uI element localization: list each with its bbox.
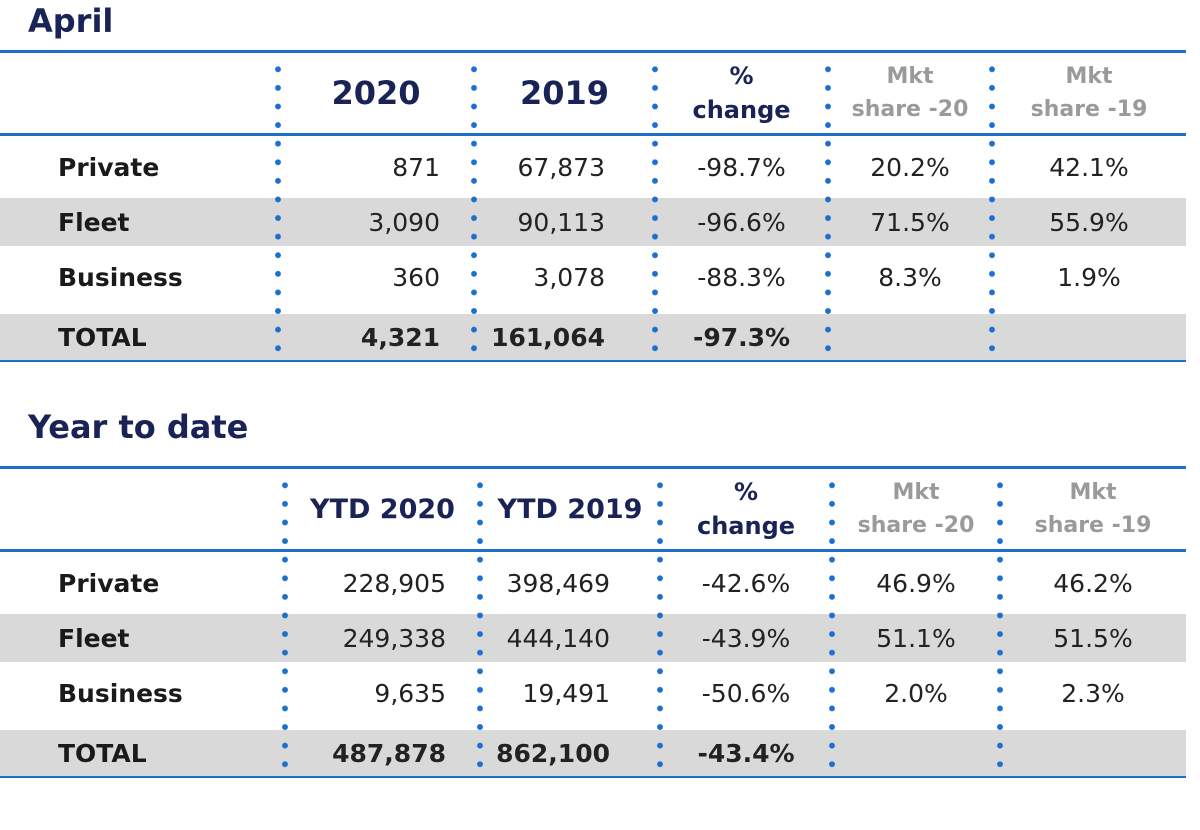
table-row: TOTAL 487,878 862,100 -43.4% — [0, 730, 1186, 776]
col-header-share-19: Mkt share -19 — [992, 60, 1186, 126]
value-change: -43.9% — [701, 623, 791, 653]
value-change: -43.4% — [697, 738, 795, 768]
value-change: -50.6% — [701, 678, 791, 708]
value-previous: 862,100 — [496, 738, 610, 768]
value-change: -97.3% — [692, 322, 791, 352]
header-row: YTD 2020 YTD 2019 % change Mkt share -20 M… — [0, 469, 1186, 549]
header-line: % — [733, 478, 759, 506]
april-table: 2020 2019 % change Mkt share -20 Mkt share … — [0, 50, 1186, 362]
header-line: share -20 — [851, 97, 969, 122]
value-previous: 398,469 — [506, 568, 610, 598]
table-row: Private 228,905 398,469 -42.6% 46.9% 46.… — [0, 552, 1186, 614]
value-share-19: 1.9% — [1057, 262, 1121, 292]
col-header-share-20: Mkt share -20 — [832, 476, 1000, 542]
column-divider — [651, 60, 659, 356]
row-label: Private — [58, 568, 160, 598]
row-label: Business — [58, 262, 183, 292]
column-divider — [988, 60, 996, 356]
value-share-20: 20.2% — [870, 152, 950, 182]
value-current: 228,905 — [342, 568, 446, 598]
column-divider — [824, 60, 832, 356]
col-header-share-19: Mkt share -19 — [1000, 476, 1186, 542]
row-label: Business — [58, 678, 183, 708]
value-previous: 3,078 — [533, 262, 605, 292]
column-divider — [281, 476, 289, 772]
table-row: Private 871 67,873 -98.7% 20.2% 42.1% — [0, 136, 1186, 198]
row-label: TOTAL — [58, 322, 147, 352]
col-header-current: YTD 2020 — [310, 493, 455, 525]
value-current: 871 — [392, 152, 440, 182]
column-divider — [996, 476, 1004, 772]
value-share-19: 2.3% — [1061, 678, 1125, 708]
header-line: % — [729, 62, 754, 90]
row-label: Private — [58, 152, 160, 182]
table-row: Fleet 3,090 90,113 -96.6% 71.5% 55.9% — [0, 198, 1186, 246]
header-line: share -19 — [1034, 513, 1152, 538]
column-divider — [470, 60, 478, 356]
value-change: -42.6% — [701, 568, 791, 598]
header-line: share -19 — [1030, 97, 1148, 122]
table-row: Fleet 249,338 444,140 -43.9% 51.1% 51.5% — [0, 614, 1186, 662]
value-share-19: 46.2% — [1053, 568, 1133, 598]
column-divider — [656, 476, 664, 772]
col-header-change: % change — [655, 59, 828, 127]
ytd-title: Year to date — [28, 408, 249, 446]
value-previous: 67,873 — [517, 152, 605, 182]
value-change: -96.6% — [697, 207, 786, 237]
value-current: 4,321 — [360, 322, 440, 352]
value-current: 3,090 — [368, 207, 440, 237]
col-header-share-20: Mkt share -20 — [828, 60, 992, 126]
value-change: -98.7% — [697, 152, 786, 182]
ytd-table: YTD 2020 YTD 2019 % change Mkt share -20 M… — [0, 466, 1186, 778]
value-current: 487,878 — [332, 738, 446, 768]
value-share-19: 55.9% — [1049, 207, 1129, 237]
header-line: share -20 — [857, 513, 975, 538]
value-previous: 161,064 — [491, 322, 605, 352]
value-share-19: 42.1% — [1049, 152, 1129, 182]
row-label: Fleet — [58, 207, 130, 237]
april-title: April — [28, 2, 114, 40]
table-row: Business 360 3,078 -88.3% 8.3% 1.9% — [0, 246, 1186, 308]
col-header-previous: YTD 2019 — [497, 493, 643, 525]
header-line: change — [696, 512, 796, 540]
value-current: 9,635 — [374, 678, 446, 708]
value-share-20: 2.0% — [884, 678, 948, 708]
col-header-previous: 2019 — [519, 74, 610, 112]
value-share-20: 51.1% — [876, 623, 956, 653]
value-share-20: 46.9% — [876, 568, 956, 598]
value-previous: 90,113 — [517, 207, 605, 237]
value-previous: 19,491 — [522, 678, 610, 708]
value-share-20: 71.5% — [870, 207, 950, 237]
value-change: -88.3% — [697, 262, 786, 292]
value-share-19: 51.5% — [1053, 623, 1133, 653]
header-line: Mkt — [1069, 480, 1117, 505]
col-header-current: 2020 — [331, 74, 421, 112]
header-line: Mkt — [892, 480, 940, 505]
row-label: TOTAL — [58, 738, 147, 768]
row-label: Fleet — [58, 623, 130, 653]
value-previous: 444,140 — [506, 623, 610, 653]
column-divider — [274, 60, 282, 356]
value-current: 360 — [392, 262, 440, 292]
col-header-change: % change — [660, 475, 832, 543]
header-line: Mkt — [1065, 64, 1113, 89]
table-row: Business 9,635 19,491 -50.6% 2.0% 2.3% — [0, 662, 1186, 724]
header-line: Mkt — [886, 64, 934, 89]
value-current: 249,338 — [342, 623, 446, 653]
value-share-20: 8.3% — [878, 262, 942, 292]
column-divider — [828, 476, 836, 772]
table-row: TOTAL 4,321 161,064 -97.3% — [0, 314, 1186, 360]
column-divider — [476, 476, 484, 772]
header-row: 2020 2019 % change Mkt share -20 Mkt share … — [0, 53, 1186, 133]
header-line: change — [692, 96, 791, 124]
